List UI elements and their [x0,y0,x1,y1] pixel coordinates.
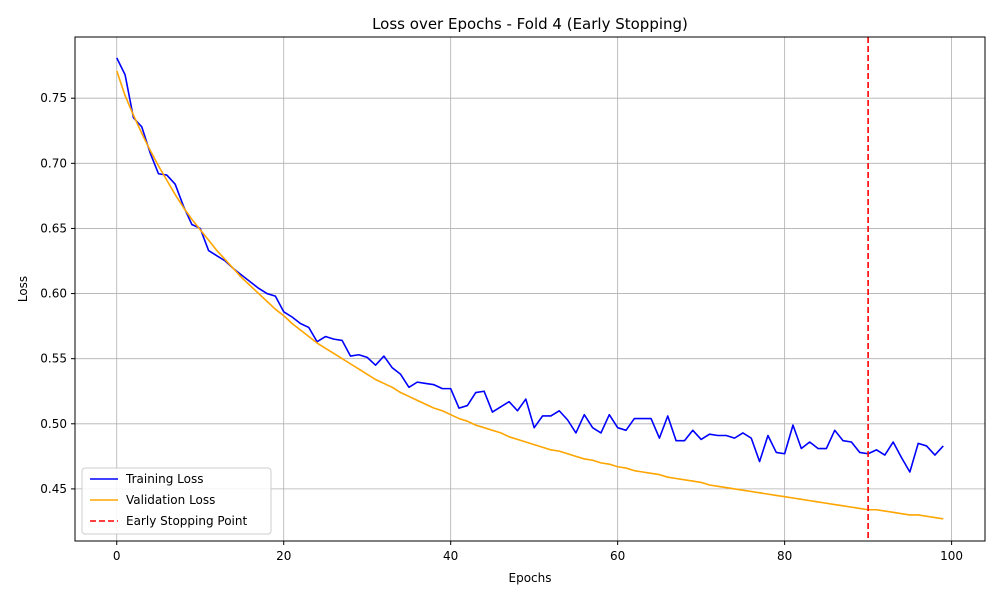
legend-label: Training Loss [125,472,203,486]
y-tick-label: 0.70 [40,156,67,170]
y-tick-label: 0.55 [40,352,67,366]
legend-box [81,467,272,535]
x-tick-label: 80 [777,549,792,563]
plot-frame [74,36,986,542]
y-tick-label: 0.75 [40,91,67,105]
x-tick-label: 40 [443,549,458,563]
x-axis-ticks: 0 20 40 60 80 100 [113,541,963,563]
y-tick-label: 0.60 [40,287,67,301]
x-tick-label: 20 [276,549,291,563]
x-axis-label: Epochs [509,571,552,585]
grid-lines [75,37,985,541]
series-line-validation-loss [115,70,944,520]
chart-title: Loss over Epochs - Fold 4 (Early Stoppin… [372,15,688,33]
series-line-training-loss [116,57,944,473]
x-tick-label: 100 [940,549,963,563]
legend-label: Validation Loss [126,493,215,507]
y-axis-label: Loss [16,276,30,302]
y-tick-label: 0.50 [40,417,67,431]
legend-label: Early Stopping Point [126,514,247,528]
y-axis-ticks: 0.45 0.50 0.55 0.60 0.65 0.70 0.75 [40,91,75,496]
plot-area [115,37,944,541]
x-tick-label: 0 [113,549,121,563]
legend: Training Loss Validation Loss Early Stoppi… [81,467,272,535]
x-tick-label: 60 [610,549,625,563]
y-tick-label: 0.45 [40,482,67,496]
y-tick-label: 0.65 [40,221,67,235]
